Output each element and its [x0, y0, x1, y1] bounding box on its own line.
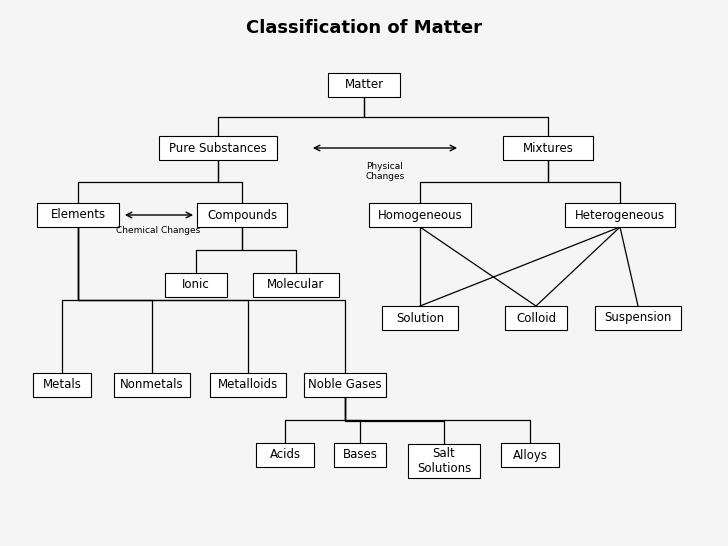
FancyBboxPatch shape: [159, 136, 277, 160]
FancyBboxPatch shape: [382, 306, 458, 330]
Text: Molecular: Molecular: [267, 278, 325, 292]
Text: Chemical Changes: Chemical Changes: [116, 226, 200, 235]
Text: Solution: Solution: [396, 312, 444, 324]
FancyBboxPatch shape: [334, 443, 386, 467]
FancyBboxPatch shape: [33, 373, 91, 397]
Text: Compounds: Compounds: [207, 209, 277, 222]
Text: Classification of Matter: Classification of Matter: [246, 19, 482, 37]
FancyBboxPatch shape: [253, 273, 339, 297]
Text: Salt
Solutions: Salt Solutions: [417, 447, 471, 475]
Text: Heterogeneous: Heterogeneous: [575, 209, 665, 222]
FancyBboxPatch shape: [503, 136, 593, 160]
Text: Physical
Changes: Physical Changes: [365, 162, 405, 181]
FancyBboxPatch shape: [505, 306, 567, 330]
FancyBboxPatch shape: [501, 443, 559, 467]
FancyBboxPatch shape: [595, 306, 681, 330]
FancyBboxPatch shape: [210, 373, 286, 397]
FancyBboxPatch shape: [114, 373, 190, 397]
Text: Mixtures: Mixtures: [523, 141, 574, 155]
Text: Suspension: Suspension: [604, 312, 672, 324]
Text: Alloys: Alloys: [513, 448, 547, 461]
FancyBboxPatch shape: [328, 73, 400, 97]
FancyBboxPatch shape: [165, 273, 227, 297]
Text: Homogeneous: Homogeneous: [378, 209, 462, 222]
Text: Acids: Acids: [269, 448, 301, 461]
FancyBboxPatch shape: [37, 203, 119, 227]
FancyBboxPatch shape: [369, 203, 471, 227]
Text: Metalloids: Metalloids: [218, 378, 278, 391]
FancyBboxPatch shape: [565, 203, 675, 227]
FancyBboxPatch shape: [197, 203, 287, 227]
FancyBboxPatch shape: [408, 444, 480, 478]
Text: Pure Substances: Pure Substances: [169, 141, 267, 155]
Text: Nonmetals: Nonmetals: [120, 378, 183, 391]
FancyBboxPatch shape: [304, 373, 386, 397]
Text: Bases: Bases: [343, 448, 377, 461]
Text: Ionic: Ionic: [182, 278, 210, 292]
Text: Colloid: Colloid: [516, 312, 556, 324]
Text: Matter: Matter: [344, 79, 384, 92]
Text: Metals: Metals: [42, 378, 82, 391]
Text: Noble Gases: Noble Gases: [308, 378, 381, 391]
FancyBboxPatch shape: [256, 443, 314, 467]
Text: Elements: Elements: [50, 209, 106, 222]
